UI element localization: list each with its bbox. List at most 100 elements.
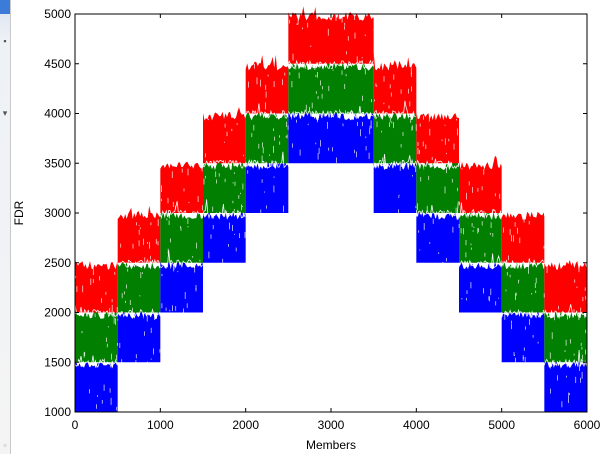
noise-speckle [124,291,125,295]
noise-speckle [127,268,129,272]
noise-speckle [374,99,375,102]
noise-speckle [292,53,294,61]
noise-speckle [188,201,190,204]
noise-speckle [470,243,472,246]
noise-speckle [566,375,567,378]
noise-speckle [417,147,419,155]
band-green-segment-11 [501,260,545,313]
band-green-segment-4 [203,153,246,213]
noise-speckle [410,67,412,75]
noise-speckle [575,376,577,383]
noise-speckle [466,192,467,200]
noise-speckle [180,227,182,231]
y-tick-label: 1500 [44,355,71,369]
noise-speckle [293,63,295,65]
noise-speckle [315,142,317,145]
noise-speckle [139,227,141,230]
noise-speckle [523,347,525,351]
noise-speckle [161,198,162,202]
noise-speckle [226,131,228,137]
y-tick-label: 2000 [44,306,71,320]
noise-speckle [296,119,297,123]
noise-speckle [418,230,420,233]
noise-speckle [138,240,140,247]
noise-speckle [107,326,109,328]
noise-speckle [364,34,366,36]
noise-speckle [580,307,582,313]
noise-speckle [537,341,539,344]
noise-speckle [135,360,137,364]
x-axis-title: Members [306,438,356,452]
noise-speckle [549,352,551,359]
noise-speckle [113,317,115,324]
noise-speckle [184,292,186,299]
noise-speckle [232,200,234,204]
noise-speckle [578,315,580,321]
noise-speckle [120,243,122,248]
noise-speckle [317,72,318,78]
noise-speckle [472,230,474,232]
noise-speckle [116,307,118,313]
noise-speckle [413,111,414,116]
noise-speckle [438,252,440,254]
noise-speckle [574,279,576,283]
noise-speckle [105,291,107,295]
noise-speckle [332,147,333,152]
noise-speckle [452,226,454,233]
dropdown-arrow-icon[interactable]: ▾ [2,108,8,118]
noise-speckle [568,360,570,366]
noise-speckle [132,243,134,249]
noise-speckle [511,235,512,242]
noise-speckle [173,263,175,270]
band-red-segment-11 [501,211,545,263]
noise-speckle [83,352,85,358]
noise-speckle [165,307,167,311]
noise-speckle [389,84,391,89]
band-blue-segment-10 [459,261,502,313]
noise-trace-segment-2-1 [117,308,161,319]
noise-speckle [573,353,575,356]
noise-speckle [97,395,98,397]
noise-speckle [150,358,152,360]
noise-speckle [509,229,511,236]
noise-speckle [415,165,416,173]
noise-speckle [415,205,417,209]
noise-speckle [554,313,555,321]
noise-speckle [411,86,412,92]
noise-speckle [265,84,267,90]
noise-speckle [409,101,411,107]
noise-speckle [136,222,137,226]
noise-speckle [465,240,467,246]
noise-speckle [483,210,485,217]
noise-speckle [181,168,183,173]
band-green-segment-9 [416,155,459,213]
noise-speckle [361,57,363,59]
x-tick-label: 2000 [232,418,259,432]
band-blue-segment-1 [75,359,118,412]
noise-speckle [489,232,491,235]
noise-speckle [356,56,358,62]
noise-speckle [417,203,418,211]
noise-speckle [460,228,462,234]
noise-speckle [161,185,162,192]
noise-speckle [393,122,394,129]
noise-speckle [357,121,358,126]
noise-speckle [291,81,293,88]
noise-speckle [362,95,363,101]
noise-speckle [144,257,146,263]
noise-speckle [251,132,253,138]
noise-speckle [322,86,323,90]
noise-speckle [243,154,244,157]
noise-speckle [111,353,112,360]
noise-speckle [489,296,490,302]
noise-trace-segment-2-2 [117,258,161,269]
noise-speckle [389,122,390,127]
noise-speckle [172,201,174,207]
noise-speckle [81,331,83,334]
noise-speckle [144,331,145,336]
noise-speckle [92,278,94,283]
band-blue-segment-9 [416,211,459,263]
band-blue-segment-11 [501,306,545,363]
window-icon[interactable] [0,0,10,14]
pin-icon[interactable]: ▪ [3,36,7,46]
